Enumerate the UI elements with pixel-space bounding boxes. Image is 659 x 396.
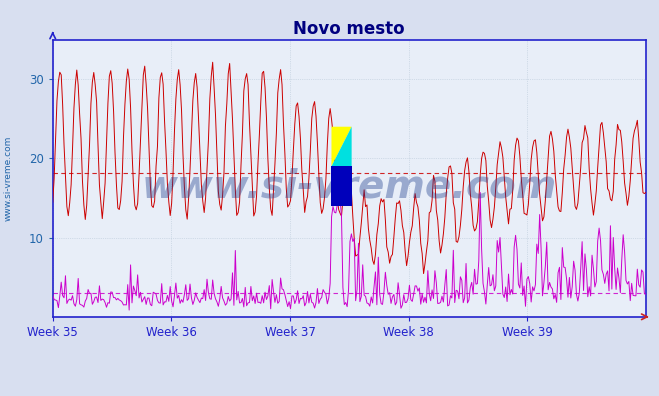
Text: www.si-vreme.com: www.si-vreme.com: [142, 168, 557, 206]
Title: Novo mesto: Novo mesto: [293, 20, 405, 38]
Polygon shape: [331, 127, 352, 166]
Polygon shape: [331, 127, 352, 166]
Bar: [331, 166, 352, 206]
Text: www.si-vreme.com: www.si-vreme.com: [3, 135, 13, 221]
